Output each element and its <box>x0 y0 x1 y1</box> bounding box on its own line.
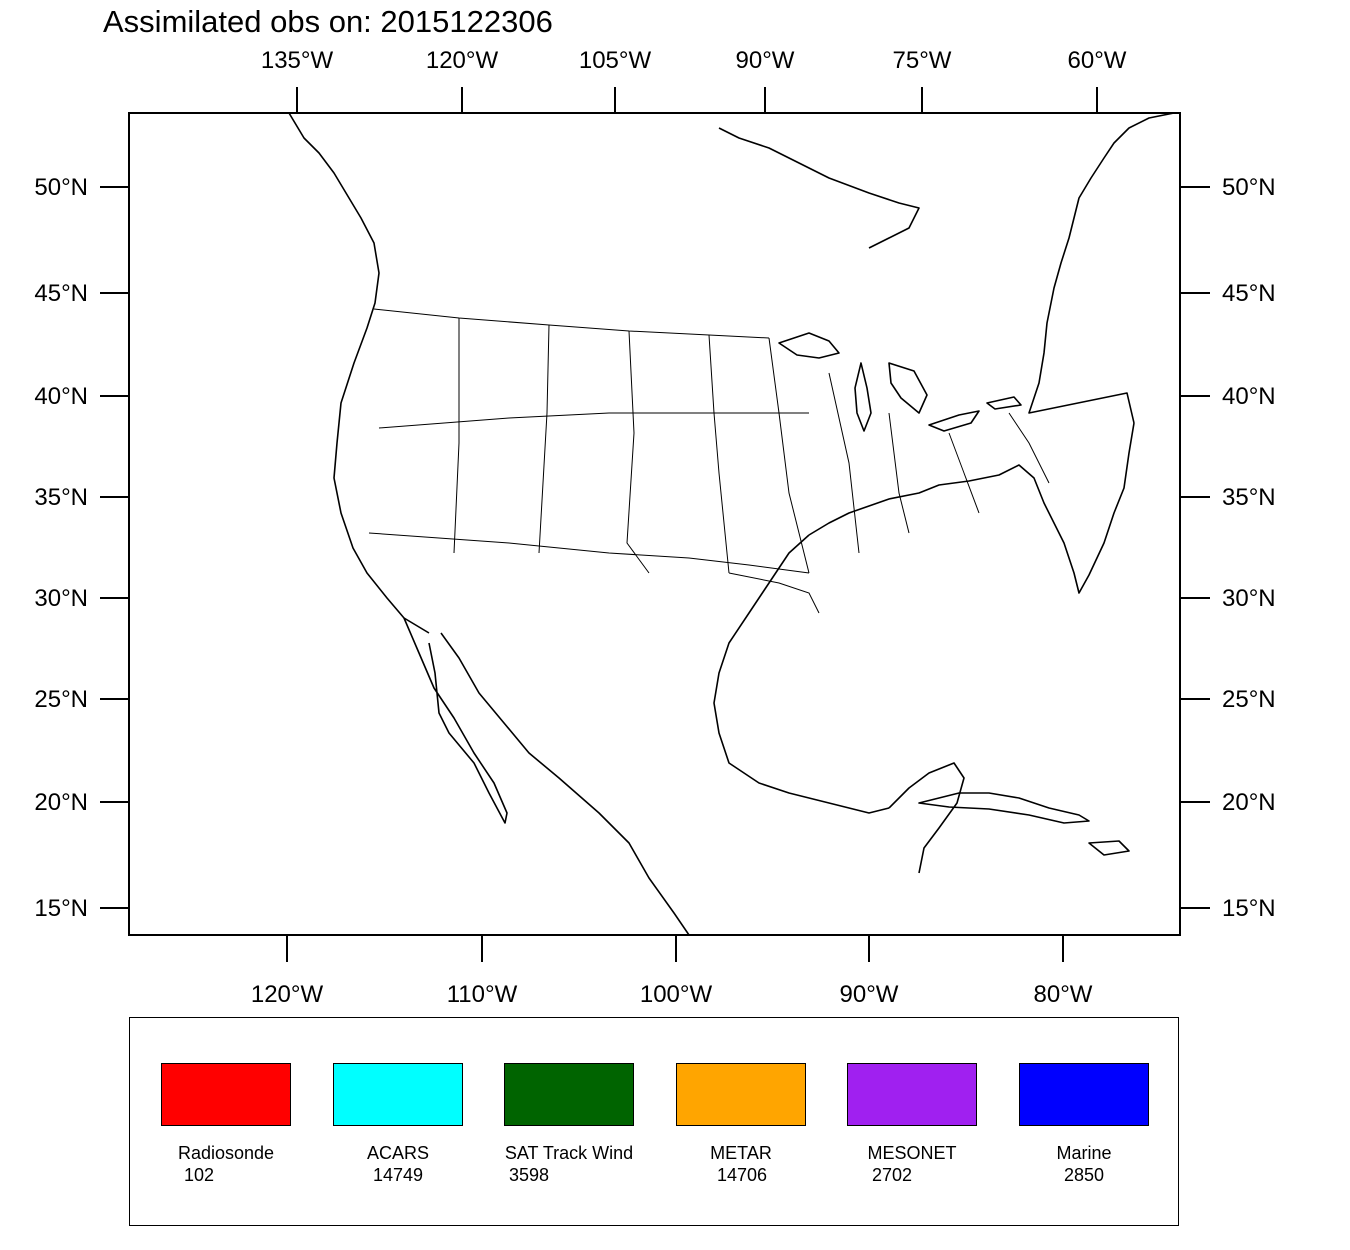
legend-label: ACARS <box>366 1143 429 1163</box>
right-lat-label: 45°N <box>1222 280 1276 307</box>
map-plot-area <box>288 113 1175 935</box>
left-lat-label: 25°N <box>34 686 88 713</box>
left-lat-label: 35°N <box>34 484 88 511</box>
right-lat-label: 20°N <box>1222 789 1276 816</box>
lake-erie <box>928 410 980 432</box>
left-latitude-labels: 50°N 45°N 40°N 35°N 30°N 25°N 20°N 15°N <box>34 174 88 922</box>
legend-count: 14749 <box>373 1165 424 1185</box>
legend-item-radiosonde: Radiosonde 102 <box>161 1063 291 1185</box>
mexico-gulf-coast <box>713 534 890 814</box>
map-frame <box>128 112 1181 936</box>
right-lat-label: 35°N <box>1222 484 1276 511</box>
legend-label: Marine <box>1056 1143 1112 1163</box>
legend-label: METAR <box>710 1143 772 1163</box>
bottom-lon-label: 90°W <box>840 981 899 1008</box>
top-lon-label: 105°W <box>579 47 652 74</box>
right-latitude-labels: 50°N 45°N 40°N 35°N 30°N 25°N 20°N 15°N <box>1222 174 1276 922</box>
legend-label: Radiosonde <box>177 1143 275 1163</box>
legend-item-acars: ACARS 14749 <box>333 1063 463 1185</box>
legend-count: 14706 <box>717 1165 768 1185</box>
lake-superior <box>778 332 840 359</box>
hudson-bay <box>718 127 920 249</box>
gulf-coast <box>808 422 1135 594</box>
legend: Radiosonde 102 ACARS 14749 SAT Track Win… <box>129 1017 1179 1226</box>
observation-map: 135°W 120°W 105°W 90°W 75°W 60°W 120°W 1… <box>34 47 1276 1008</box>
legend-count: 2850 <box>1064 1165 1105 1185</box>
left-lat-label: 20°N <box>34 789 88 816</box>
yucatan <box>888 762 965 874</box>
top-longitude-labels: 135°W 120°W 105°W 90°W 75°W 60°W <box>261 47 1127 74</box>
bottom-lon-label: 80°W <box>1034 981 1093 1008</box>
right-lat-label: 15°N <box>1222 895 1276 922</box>
left-lat-label: 15°N <box>34 895 88 922</box>
legend-label: SAT Track Wind <box>504 1143 634 1163</box>
legend-item-metar: METAR 14706 <box>676 1063 806 1185</box>
legend-item-sat-track-wind: SAT Track Wind 3598 <box>504 1063 634 1185</box>
tick-marks <box>100 87 1210 962</box>
legend-count: 102 <box>184 1165 215 1185</box>
west-coast <box>288 113 430 634</box>
legend-item-mesonet: MESONET 2702 <box>847 1063 977 1185</box>
cuba <box>918 792 1090 824</box>
legend-item-marine: Marine 2850 <box>1019 1063 1149 1185</box>
marine-swatch <box>1019 1063 1149 1126</box>
map-title: Assimilated obs on: 2015122306 <box>103 4 553 39</box>
metar-swatch <box>676 1063 806 1126</box>
top-lon-label: 120°W <box>426 47 499 74</box>
hispaniola <box>1088 840 1130 856</box>
acars-swatch <box>333 1063 463 1126</box>
bottom-lon-label: 120°W <box>251 981 324 1008</box>
lake-michigan <box>854 362 872 432</box>
radiosonde-swatch <box>161 1063 291 1126</box>
right-lat-label: 30°N <box>1222 585 1276 612</box>
legend-label: MESONET <box>867 1143 957 1163</box>
bottom-lon-label: 100°W <box>640 981 713 1008</box>
top-lon-label: 60°W <box>1068 47 1127 74</box>
lake-ontario <box>986 396 1022 410</box>
sat-track-wind-swatch <box>504 1063 634 1126</box>
legend-count: 2702 <box>872 1165 913 1185</box>
bottom-longitude-labels: 120°W 110°W 100°W 90°W 80°W <box>251 981 1093 1008</box>
bottom-lon-label: 110°W <box>447 981 518 1008</box>
left-lat-label: 50°N <box>34 174 88 201</box>
lake-huron <box>888 362 928 414</box>
coastlines <box>288 113 1175 935</box>
mesonet-swatch <box>847 1063 977 1126</box>
east-coast <box>1028 113 1175 424</box>
mexico-mainland-coast <box>440 632 690 935</box>
legend-count: 3598 <box>509 1165 550 1185</box>
state-borders <box>368 308 1050 614</box>
top-lon-label: 90°W <box>736 47 795 74</box>
right-lat-label: 40°N <box>1222 383 1276 410</box>
left-lat-label: 30°N <box>34 585 88 612</box>
baja-peninsula <box>403 617 508 824</box>
top-lon-label: 75°W <box>893 47 952 74</box>
top-lon-label: 135°W <box>261 47 334 74</box>
left-lat-label: 45°N <box>34 280 88 307</box>
right-lat-label: 50°N <box>1222 174 1276 201</box>
left-lat-label: 40°N <box>34 383 88 410</box>
right-lat-label: 25°N <box>1222 686 1276 713</box>
